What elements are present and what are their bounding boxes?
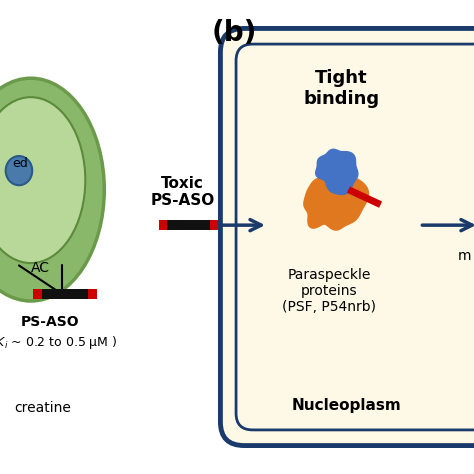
Bar	[210, 220, 218, 230]
Bar	[159, 220, 167, 230]
Text: Paraspeckle
proteins
(PSF, P54nrb): Paraspeckle proteins (PSF, P54nrb)	[283, 268, 376, 314]
Polygon shape	[304, 175, 368, 230]
Text: Tight
binding: Tight binding	[303, 69, 379, 108]
Bar	[167, 220, 210, 230]
Ellipse shape	[0, 97, 85, 263]
Text: PS-ASO: PS-ASO	[20, 315, 79, 329]
Text: ed: ed	[12, 157, 28, 170]
Text: AC: AC	[31, 261, 50, 275]
Text: Toxic
PS-ASO: Toxic PS-ASO	[150, 176, 215, 208]
Text: ($\it{K}$$_i$ ~ 0.2 to 0.5 μM ): ($\it{K}$$_i$ ~ 0.2 to 0.5 μM )	[0, 334, 118, 351]
Ellipse shape	[6, 156, 32, 185]
Polygon shape	[322, 180, 359, 219]
FancyBboxPatch shape	[220, 28, 474, 446]
Text: Nucleoplasm: Nucleoplasm	[291, 398, 401, 413]
Ellipse shape	[0, 78, 104, 301]
Bar	[88, 289, 97, 299]
Text: creatine: creatine	[14, 401, 71, 415]
Bar	[33, 289, 42, 299]
Polygon shape	[316, 149, 358, 194]
Bar	[42, 289, 88, 299]
Text: m: m	[457, 249, 471, 263]
Text: (b): (b)	[212, 19, 257, 47]
